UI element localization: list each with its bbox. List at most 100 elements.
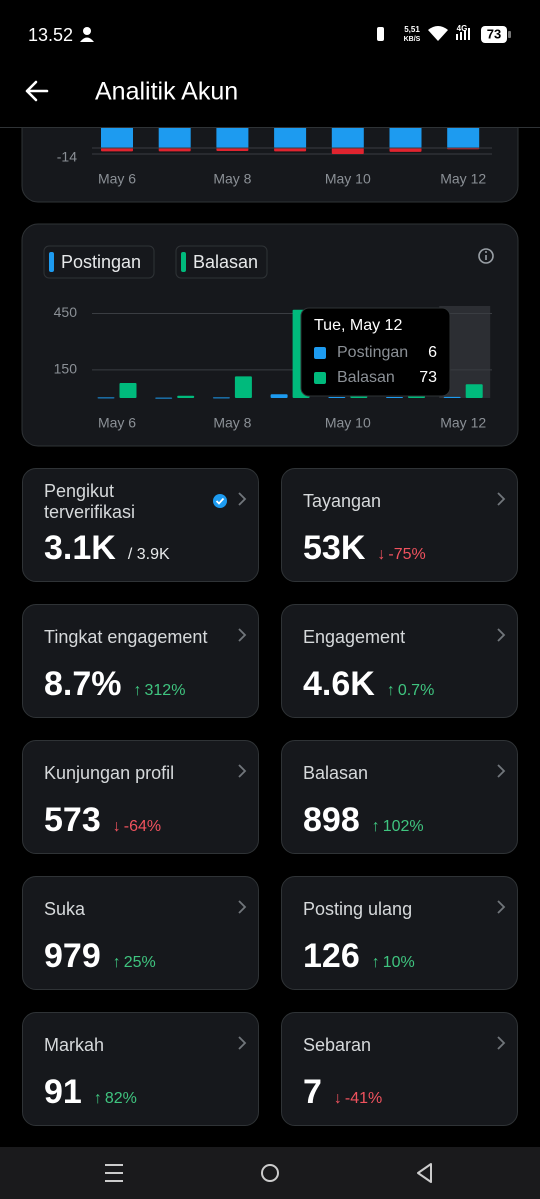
metric-card[interactable]: Sebaran 7 ↓ -41%: [281, 1012, 518, 1126]
x-tick-label: May 12: [440, 415, 486, 431]
card-value: 573: [44, 801, 101, 839]
legend-item[interactable]: [43, 245, 155, 279]
verified-badge: [212, 493, 228, 514]
bar: [101, 148, 133, 152]
status-icon: [83, 27, 91, 35]
card-value-row: 91 ↑ 82%: [44, 1073, 137, 1112]
y-tick-label: 150: [54, 361, 78, 377]
wifi-icon: [428, 26, 448, 41]
bar: [158, 148, 191, 152]
card-value-row: 898 ↑ 102%: [303, 801, 424, 840]
bar: [177, 395, 195, 398]
x-tick-label: May 12: [440, 171, 486, 187]
metric-card[interactable]: Suka 979 ↑ 25%: [22, 876, 259, 990]
bar: [274, 148, 307, 152]
card-change: ↓ -75%: [377, 546, 425, 564]
card-change: ↑ 25%: [113, 954, 156, 972]
card-change: ↑ 102%: [372, 818, 424, 836]
battery-icon: [481, 26, 507, 43]
chevron: [495, 763, 507, 784]
bar: [234, 376, 252, 398]
bar: [216, 148, 249, 151]
bar: [331, 148, 364, 154]
y-tick-label: 450: [54, 304, 78, 320]
metric-card[interactable]: Engagement 4.6K ↑ 0.7%: [281, 604, 518, 718]
card-value-row: 8.7% ↑ 312%: [44, 665, 185, 704]
x-tick-label: May 6: [98, 171, 136, 187]
bar: [328, 397, 346, 399]
change-value: 10%: [382, 954, 415, 971]
nav-recent[interactable]: [105, 1164, 123, 1182]
legend-label: Postingan: [61, 252, 141, 272]
trend-arrow: ↓: [333, 1090, 342, 1107]
chevron: [236, 627, 248, 648]
nav-bar: [0, 1147, 540, 1199]
bar: [270, 394, 288, 398]
network-type: 4G: [457, 24, 468, 33]
battery-tip: [508, 31, 511, 38]
change-value: 312%: [144, 682, 186, 699]
bar: [155, 397, 173, 399]
metric-card[interactable]: Pengikut terverifikasi 3.1K / 3.9K: [22, 468, 259, 582]
card-value-row: 7 ↓ -41%: [303, 1073, 382, 1112]
nav-back[interactable]: [417, 1163, 432, 1183]
metric-card[interactable]: Markah 91 ↑ 82%: [22, 1012, 259, 1126]
nav-home[interactable]: [261, 1164, 279, 1182]
card-value: 4.6K: [303, 665, 375, 703]
change-value: -75%: [388, 546, 426, 563]
chevron: [236, 1035, 248, 1056]
tooltip-swatch: [314, 372, 326, 384]
x-tick-label: May 6: [98, 415, 136, 431]
header-bg: [0, 0, 540, 127]
bar: [97, 397, 115, 399]
card-value: 91: [44, 1073, 82, 1111]
legend-label: Balasan: [193, 252, 258, 272]
info-icon[interactable]: [478, 248, 494, 264]
legend-swatch: [49, 252, 54, 272]
status-icon: [80, 37, 94, 42]
x-tick-label: May 10: [325, 415, 371, 431]
back-button[interactable]: [25, 80, 49, 102]
card-title: Tayangan: [303, 491, 382, 511]
card-title: Balasan: [303, 763, 369, 783]
metric-card[interactable]: Balasan 898 ↑ 102%: [281, 740, 518, 854]
tooltip: [300, 307, 451, 397]
card-total: / 3.9K: [127, 546, 170, 563]
legend-item[interactable]: [175, 245, 268, 279]
card-title: Pengikut terverifikasi: [44, 481, 136, 522]
trend-arrow: ↑: [386, 682, 395, 699]
change-value: 0.7%: [397, 682, 435, 699]
x-tick-label: May 8: [213, 171, 251, 187]
trend-arrow: ↑: [93, 1090, 102, 1107]
bar: [389, 148, 422, 152]
signal-icon: [460, 32, 462, 40]
trend-arrow: ↑: [371, 818, 380, 835]
chevron: [495, 1035, 507, 1056]
card-value: 898: [303, 801, 360, 839]
card-value: 126: [303, 937, 360, 975]
metric-card[interactable]: Kunjungan profil 573 ↓ -64%: [22, 740, 259, 854]
change-value: -41%: [344, 1090, 383, 1107]
bar: [119, 382, 137, 398]
trend-arrow: ↑: [371, 954, 380, 971]
tooltip-label: Postingan: [337, 344, 408, 361]
card-title: Suka: [44, 899, 86, 919]
metric-card[interactable]: Posting ulang 126 ↑ 10%: [281, 876, 518, 990]
bar: [443, 396, 461, 398]
metric-card[interactable]: Tingkat engagement 8.7% ↑ 312%: [22, 604, 259, 718]
header-title: Analitik Akun: [95, 78, 238, 106]
card-title: Engagement: [303, 627, 406, 647]
net-speed: 5,51: [404, 25, 420, 34]
card-value: 7: [303, 1073, 322, 1111]
card-value-row: 126 ↑ 10%: [303, 937, 415, 976]
chevron: [236, 899, 248, 920]
tooltip-label: Balasan: [337, 369, 395, 386]
card-change: ↑ 0.7%: [387, 682, 434, 700]
card-title: Sebaran: [303, 1035, 372, 1055]
metric-card[interactable]: Tayangan 53K ↓ -75%: [281, 468, 518, 582]
x-tick-label: May 8: [213, 415, 251, 431]
bar: [386, 397, 403, 399]
card-change: ↑ 312%: [134, 682, 186, 700]
